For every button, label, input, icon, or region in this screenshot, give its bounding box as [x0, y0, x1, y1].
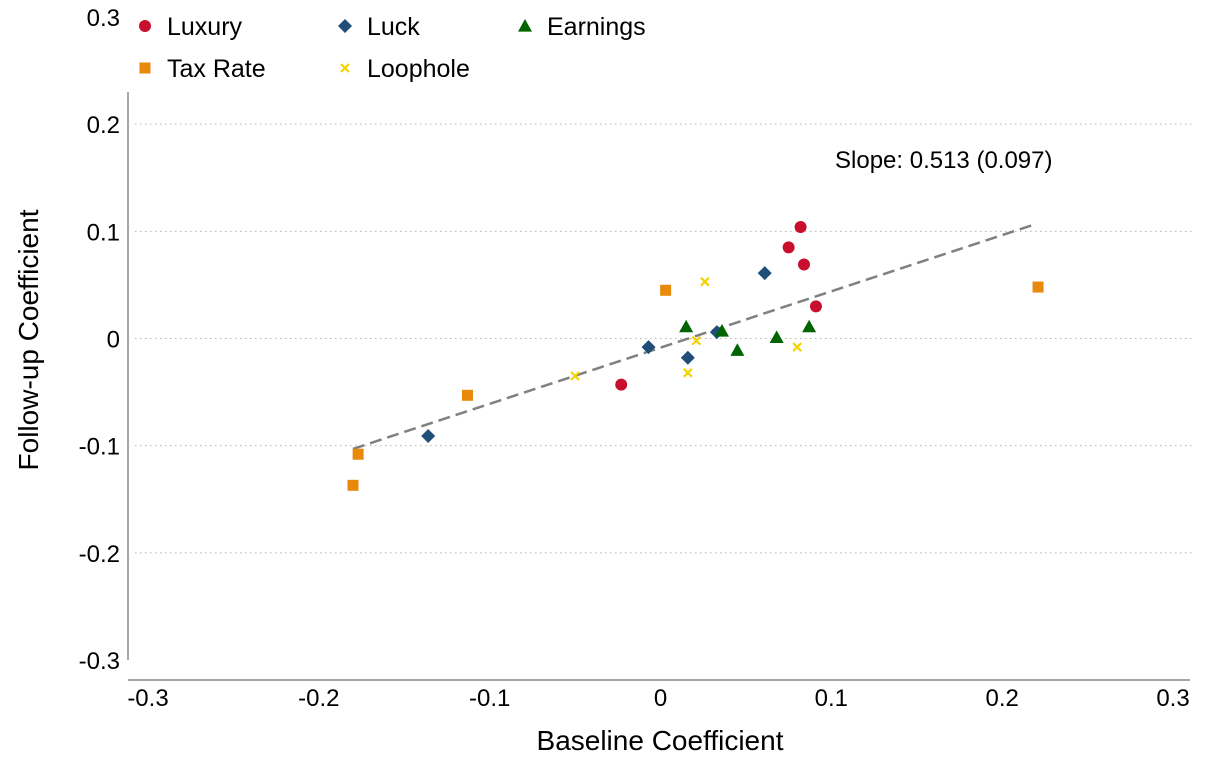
x-tick-label: 0.2 — [985, 685, 1018, 712]
point-luck — [641, 340, 656, 355]
y-tick-label: 0 — [107, 327, 120, 354]
x-tick-label: 0.1 — [815, 685, 848, 712]
point-luxury — [782, 241, 795, 254]
point-luxury — [798, 258, 810, 271]
point-tax-rate — [347, 479, 359, 491]
y-tick-label: 0.2 — [87, 112, 120, 139]
x-tick-label: -0.2 — [298, 685, 339, 712]
y-tick-label: -0.3 — [79, 648, 120, 675]
point-earnings — [769, 330, 784, 344]
legend-marker-loophole — [340, 63, 350, 73]
y-tick-label: -0.1 — [79, 434, 120, 461]
y-axis-title: Follow-up Coefficient — [13, 209, 44, 470]
point-loophole — [683, 368, 693, 378]
legend-label-tax-rate: Tax Rate — [167, 55, 266, 83]
gridlines — [135, 123, 1192, 554]
legend-marker-tax-rate — [139, 62, 151, 74]
point-tax-rate — [660, 284, 672, 296]
point-earnings — [730, 343, 745, 356]
point-loophole — [570, 371, 580, 381]
point-luck — [680, 350, 695, 365]
point-luxury — [794, 221, 807, 234]
x-tick-label: 0.3 — [1156, 685, 1189, 712]
point-luck — [757, 266, 772, 281]
fit-line — [352, 222, 1037, 451]
y-tick-labels: -0.3 -0.2 -0.1 0 0.1 0.2 0.3 — [79, 5, 120, 675]
point-loophole — [792, 342, 802, 352]
legend-label-earnings: Earnings — [547, 13, 646, 41]
slope-annotation: Slope: 0.513 (0.097) — [835, 147, 1053, 174]
x-tick-label: 0 — [654, 685, 667, 712]
x-tick-label: -0.1 — [469, 685, 510, 712]
point-luxury — [615, 378, 628, 391]
y-tick-label: -0.2 — [79, 541, 120, 568]
legend: Luxury Luck Earnings Tax Rate Loophole — [139, 13, 646, 83]
x-axis-title: Baseline Coefficient — [537, 725, 784, 756]
point-luxury — [809, 300, 822, 313]
point-tax-rate — [1032, 281, 1044, 293]
point-tax-rate — [461, 389, 473, 401]
y-tick-label: 0.1 — [87, 219, 120, 246]
point-earnings — [679, 319, 694, 333]
legend-marker-earnings — [518, 19, 532, 32]
legend-label-loophole: Loophole — [367, 55, 470, 83]
point-tax-rate — [352, 448, 364, 460]
x-tick-label: -0.3 — [127, 685, 168, 712]
legend-marker-luck — [338, 19, 352, 33]
point-luck — [421, 429, 436, 444]
point-earnings — [715, 323, 729, 337]
point-earnings — [802, 319, 817, 333]
legend-marker-luxury — [139, 20, 151, 32]
point-loophole — [700, 276, 710, 287]
data-points — [347, 221, 1044, 491]
legend-label-luxury: Luxury — [167, 13, 243, 41]
legend-label-luck: Luck — [367, 13, 420, 41]
x-tick-labels: -0.3 -0.2 -0.1 0 0.1 0.2 0.3 — [127, 685, 1189, 712]
y-tick-label: 0.3 — [87, 5, 120, 32]
point-loophole — [691, 335, 702, 346]
